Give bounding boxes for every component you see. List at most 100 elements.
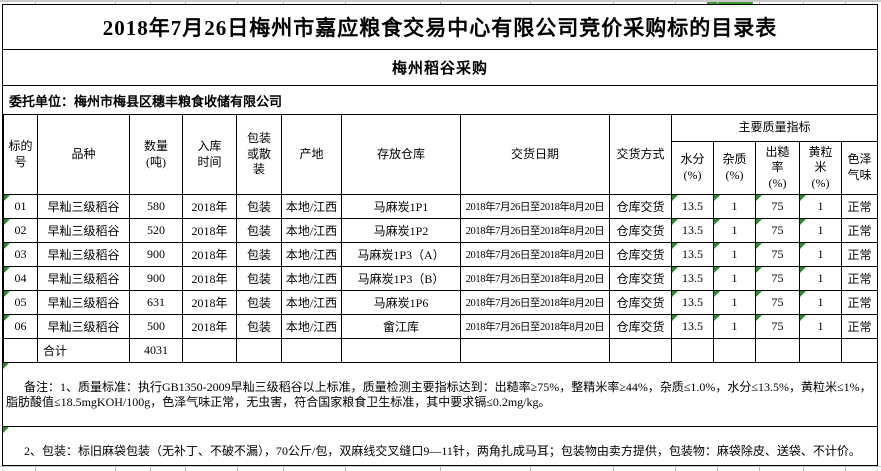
col-header-impurity[interactable]: 杂质 (%) (713, 141, 756, 195)
cell-variety[interactable]: 早籼三级稻谷 (37, 242, 130, 267)
note-packing[interactable]: 2、包装：标旧麻袋包装（无补丁、不破不漏），70公斤/包，双麻线交叉缝口9—11… (3, 427, 877, 465)
cell-impurity[interactable]: 1 (713, 290, 756, 315)
cell-origin[interactable]: 本地/江西 (281, 314, 342, 339)
cell-brown-rice-rate[interactable]: 75 (755, 218, 800, 243)
cell-color-odor[interactable]: 正常 (840, 218, 877, 243)
cell-yellow-grain[interactable]: 1 (799, 266, 842, 291)
page-title[interactable]: 2018年7月26日梅州市嘉应粮食交易中心有限公司竞价采购标的目录表 (3, 5, 877, 50)
cell-moisture[interactable]: 13.5 (671, 266, 714, 291)
cell-warehouse[interactable]: 马麻炭1P3（B） (341, 266, 461, 291)
col-header-warehouse[interactable]: 存放仓库 (341, 114, 461, 195)
cell-warehouse[interactable]: 马麻炭1P2 (341, 218, 461, 243)
cell-yellow-grain[interactable]: 1 (799, 218, 842, 243)
cell-yellow-grain[interactable]: 1 (799, 314, 842, 339)
cell-variety[interactable]: 早籼三级稻谷 (37, 266, 130, 291)
cell-origin[interactable]: 本地/江西 (281, 290, 342, 315)
cell-quantity[interactable]: 580 (129, 194, 183, 219)
col-header-storage-time[interactable]: 入库 时间 (182, 114, 237, 195)
cell-delivery-method[interactable]: 仓库交货 (609, 218, 672, 243)
cell-lot-id[interactable]: 06 (3, 314, 38, 339)
col-header-lot-id[interactable]: 标的 号 (3, 114, 38, 195)
cell-warehouse[interactable]: 马麻炭1P1 (341, 194, 461, 219)
cell-quantity[interactable]: 900 (129, 266, 183, 291)
client-line[interactable]: 委托单位：梅州市梅县区穗丰粮食收储有限公司 (9, 93, 283, 109)
col-header-quantity[interactable]: 数量 (吨) (129, 114, 183, 195)
cell-storage-time[interactable]: 2018年 (182, 194, 237, 219)
cell-lot-id[interactable]: 03 (3, 242, 38, 267)
cell-yellow-grain[interactable]: 1 (799, 242, 842, 267)
cell-impurity[interactable]: 1 (713, 242, 756, 267)
cell-variety[interactable]: 早籼三级稻谷 (37, 314, 130, 339)
cell-delivery-date[interactable]: 2018年7月26日至2018年8月20日 (460, 242, 610, 267)
total-label[interactable]: 合计 (37, 338, 130, 363)
cell-delivery-date[interactable]: 2018年7月26日至2018年8月20日 (460, 314, 610, 339)
cell-packing[interactable]: 包装 (236, 194, 282, 219)
cell-moisture[interactable]: 13.5 (671, 194, 714, 219)
cell-delivery-method[interactable]: 仓库交货 (609, 266, 672, 291)
col-header-variety[interactable]: 品种 (37, 114, 130, 195)
cell-quantity[interactable]: 520 (129, 218, 183, 243)
col-header-yellow-grain[interactable]: 黄粒 米 (%) (799, 141, 842, 195)
cell-delivery-method[interactable]: 仓库交货 (609, 242, 672, 267)
cell-variety[interactable]: 早籼三级稻谷 (37, 290, 130, 315)
cell-delivery-method[interactable]: 仓库交货 (609, 290, 672, 315)
col-header-delivery-method[interactable]: 交货方式 (609, 114, 672, 195)
note-quality-standard[interactable]: 备注：1、质量标准：执行GB1350-2009早籼三级稻谷以上标准，质量检测主要… (3, 363, 877, 427)
cell-warehouse[interactable]: 马麻炭1P3（A） (341, 242, 461, 267)
cell-impurity[interactable]: 1 (713, 194, 756, 219)
cell-lot-id[interactable]: 04 (3, 266, 38, 291)
cell-yellow-grain[interactable]: 1 (799, 290, 842, 315)
col-header-color-odor[interactable]: 色泽 气味 (840, 141, 877, 195)
cell-delivery-date[interactable]: 2018年7月26日至2018年8月20日 (460, 194, 610, 219)
cell-warehouse[interactable]: 畲江库 (341, 314, 461, 339)
cell-brown-rice-rate[interactable]: 75 (755, 242, 800, 267)
cell-origin[interactable]: 本地/江西 (281, 242, 342, 267)
cell-brown-rice-rate[interactable]: 75 (755, 290, 800, 315)
cell-quantity[interactable]: 900 (129, 242, 183, 267)
cell-packing[interactable]: 包装 (236, 314, 282, 339)
cell-color-odor[interactable]: 正常 (840, 266, 877, 291)
col-header-quality-group[interactable]: 主要质量指标 (670, 114, 877, 142)
col-header-moisture[interactable]: 水分 (%) (671, 141, 714, 195)
cell-moisture[interactable]: 13.5 (671, 242, 714, 267)
cell-color-odor[interactable]: 正常 (840, 242, 877, 267)
cell-delivery-method[interactable]: 仓库交货 (609, 194, 672, 219)
cell-brown-rice-rate[interactable]: 75 (755, 266, 800, 291)
cell-packing[interactable]: 包装 (236, 242, 282, 267)
cell-brown-rice-rate[interactable]: 75 (755, 194, 800, 219)
cell-moisture[interactable]: 13.5 (671, 314, 714, 339)
cell-impurity[interactable]: 1 (713, 266, 756, 291)
cell-storage-time[interactable]: 2018年 (182, 290, 237, 315)
cell-packing[interactable]: 包装 (236, 290, 282, 315)
cell-color-odor[interactable]: 正常 (840, 314, 877, 339)
cell-packing[interactable]: 包装 (236, 266, 282, 291)
cell-warehouse[interactable]: 马麻炭1P6 (341, 290, 461, 315)
cell-delivery-method[interactable]: 仓库交货 (609, 314, 672, 339)
cell-yellow-grain[interactable]: 1 (799, 194, 842, 219)
cell-variety[interactable]: 早籼三级稻谷 (37, 218, 130, 243)
cell-origin[interactable]: 本地/江西 (281, 266, 342, 291)
cell-origin[interactable]: 本地/江西 (281, 194, 342, 219)
cell-origin[interactable]: 本地/江西 (281, 218, 342, 243)
cell-lot-id[interactable]: 01 (3, 194, 38, 219)
cell-impurity[interactable]: 1 (713, 218, 756, 243)
cell-packing[interactable]: 包装 (236, 218, 282, 243)
cell-storage-time[interactable]: 2018年 (182, 218, 237, 243)
cell-quantity[interactable]: 500 (129, 314, 183, 339)
cell-color-odor[interactable]: 正常 (840, 194, 877, 219)
cell-delivery-date[interactable]: 2018年7月26日至2018年8月20日 (460, 266, 610, 291)
total-quantity[interactable]: 4031 (129, 338, 183, 363)
cell-color-odor[interactable]: 正常 (840, 290, 877, 315)
cell-delivery-date[interactable]: 2018年7月26日至2018年8月20日 (460, 218, 610, 243)
cell-empty[interactable] (3, 338, 38, 363)
cell-storage-time[interactable]: 2018年 (182, 314, 237, 339)
cell-moisture[interactable]: 13.5 (671, 218, 714, 243)
cell-quantity[interactable]: 631 (129, 290, 183, 315)
cell-moisture[interactable]: 13.5 (671, 290, 714, 315)
cell-variety[interactable]: 早籼三级稻谷 (37, 194, 130, 219)
col-header-origin[interactable]: 产地 (281, 114, 342, 195)
cell-brown-rice-rate[interactable]: 75 (755, 314, 800, 339)
cell-delivery-date[interactable]: 2018年7月26日至2018年8月20日 (460, 290, 610, 315)
col-header-brown-rice-rate[interactable]: 出糙 率 (%) (755, 141, 800, 195)
cell-storage-time[interactable]: 2018年 (182, 242, 237, 267)
